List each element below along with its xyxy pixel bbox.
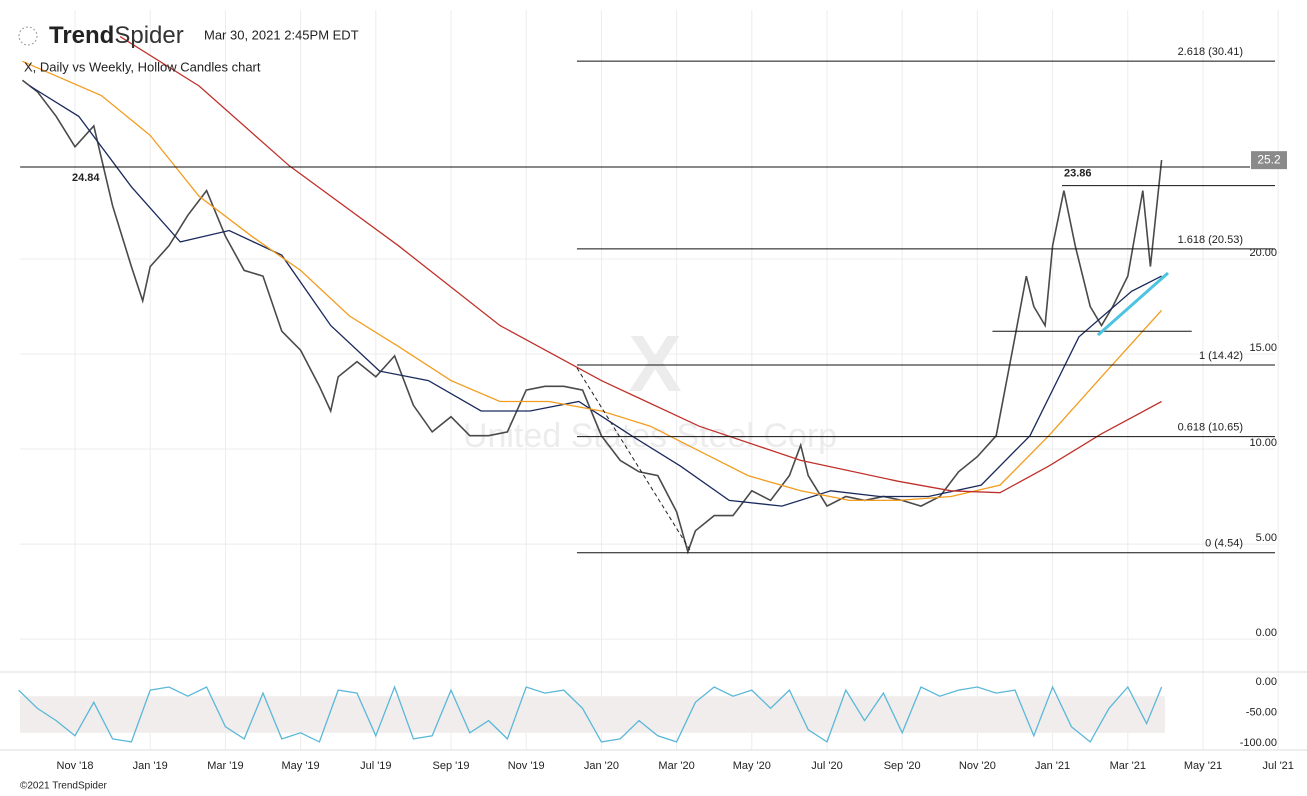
indicator-line [22,60,1163,502]
watermark-symbol: X [628,319,681,408]
x-tick-label: Jan '21 [1035,760,1070,772]
fib-label: 2.618 (30.41) [1178,46,1243,58]
plot [18,36,1275,743]
x-tick-label: Sep '20 [884,760,921,772]
indicator-line [29,85,1162,507]
x-tick-label: Mar '19 [207,760,243,772]
last-price-box [1251,151,1287,170]
fib-label: 0.618 (10.65) [1178,422,1243,434]
x-tick-label: Jan '20 [584,760,619,772]
fib-label: 0 (4.54) [1205,538,1243,550]
y-tick-label: 20.00 [1249,247,1277,259]
dashed-trendline [576,367,691,551]
x-tick-label: Jul '20 [811,760,842,772]
x-tick-label: Jul '19 [360,760,391,772]
grid [20,10,1279,750]
x-tick-label: Nov '20 [959,760,996,772]
x-tick-label: Mar '20 [658,760,694,772]
timestamp: Mar 30, 2021 2:45PM EDT [204,27,359,42]
x-tick-label: May '21 [1184,760,1222,772]
brand-light: Spider [114,22,183,49]
y-tick-label: 0.00 [1256,627,1277,639]
level-label: 24.84 [72,172,100,184]
footer: ©2021 TrendSpider [20,781,108,792]
price-line [21,79,1163,555]
logo-icon [18,26,38,46]
x-tick-label: Jul '21 [1262,760,1293,772]
brand: TrendSpider [49,22,184,49]
brand-strong: Trend [49,22,114,49]
y-tick-label: -100.00 [1240,737,1277,749]
x-tick-label: Jan '19 [133,760,168,772]
y-tick-label: 0.00 [1256,676,1277,688]
y-tick-label: -50.00 [1246,706,1277,718]
x-tick-label: Nov '18 [57,760,94,772]
y-tick-label: 15.00 [1249,342,1277,354]
indicator-line [119,36,1162,494]
logo: TrendSpider [18,22,184,49]
y-tick-label: 5.00 [1256,532,1277,544]
chart-title: X, Daily vs Weekly, Hollow Candles chart [24,59,261,74]
fib-label: 1.618 (20.53) [1178,234,1243,246]
y-tick-label: 10.00 [1249,437,1277,449]
x-tick-label: Mar '21 [1110,760,1146,772]
x-tick-label: Sep '19 [433,760,470,772]
x-tick-label: May '20 [733,760,771,772]
x-tick-label: May '19 [282,760,320,772]
level-label: 23.86 [1064,168,1092,180]
indicator-line [18,685,1163,743]
fib-label: 1 (14.42) [1199,350,1243,362]
rising-trendline [1097,271,1169,337]
last-price-label: 25.2 [1257,152,1281,166]
x-tick-label: Nov '19 [508,760,545,772]
